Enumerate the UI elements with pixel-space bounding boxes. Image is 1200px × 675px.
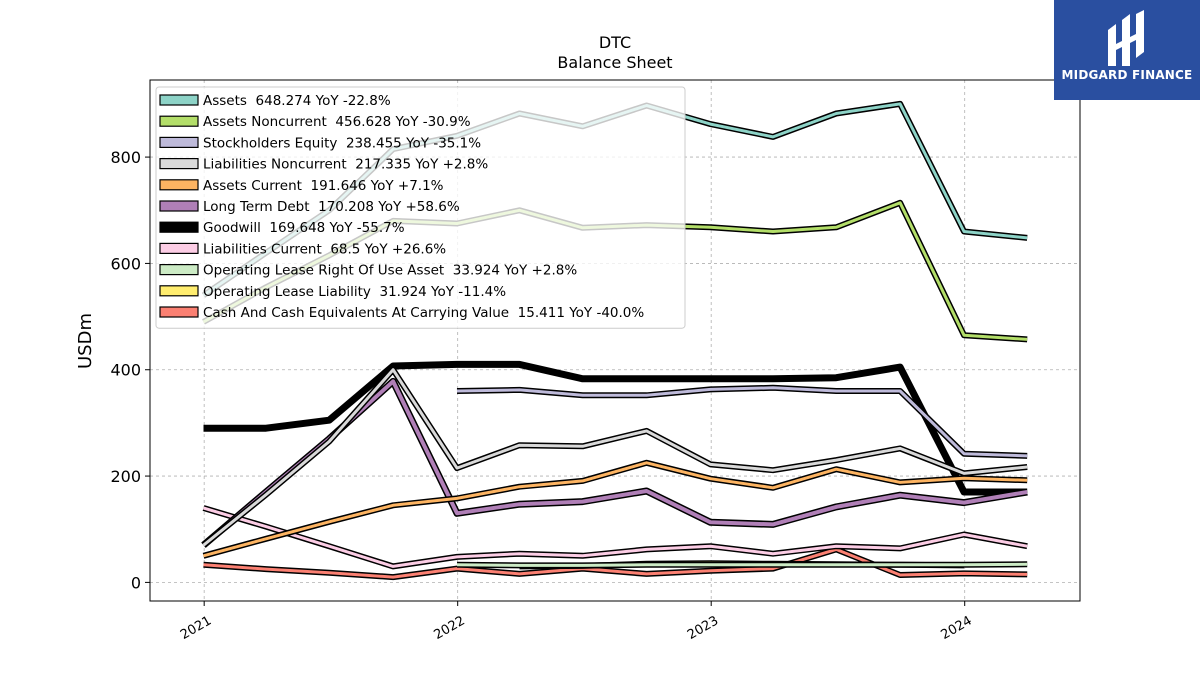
legend: Assets 648.274 YoY -22.8% Assets Noncurre… <box>155 86 686 329</box>
legend-entry: Assets Noncurrent 456.628 YoY -30.9% <box>203 114 471 130</box>
logo-text: MIDGARD FINANCE <box>1061 68 1193 82</box>
series-line <box>203 506 1028 568</box>
series-line <box>456 386 1028 458</box>
legend-swatch <box>159 264 199 276</box>
legend-box <box>155 86 686 329</box>
legend-swatch <box>159 179 199 191</box>
y-tick-label: 400 <box>110 361 141 380</box>
legend-swatch <box>159 158 199 170</box>
legend-swatch <box>159 94 199 106</box>
legend-entry: Operating Lease Liability 31.924 YoY -11… <box>203 284 506 300</box>
chart-subtitle: Balance Sheet <box>557 53 673 72</box>
legend-swatch <box>159 242 199 254</box>
legend-entry: Operating Lease Right Of Use Asset 33.92… <box>203 263 577 279</box>
chart-title: DTC <box>598 33 632 52</box>
legend-swatch <box>159 221 199 233</box>
legend-entry: Goodwill 169.648 YoY -55.7% <box>203 220 405 236</box>
legend-entry: Liabilities Noncurrent 217.335 YoY +2.8% <box>203 157 488 173</box>
legend-swatch <box>159 115 199 127</box>
legend-swatch <box>159 306 199 318</box>
legend-swatch <box>159 136 199 148</box>
legend-entry: Assets Current 191.646 YoY +7.1% <box>203 178 444 194</box>
x-tick-label: 2023 <box>685 613 721 643</box>
y-axis-label: USDm <box>75 313 96 369</box>
legend-swatch <box>159 285 199 297</box>
legend-entry: Liabilities Current 68.5 YoY +26.6% <box>203 241 446 257</box>
series-line <box>203 547 1028 579</box>
legend-entry: Stockholders Equity 238.455 YoY -35.1% <box>203 135 481 151</box>
axes: 0 200 400 600 800 2021 2022 2023 2024 <box>110 148 974 643</box>
series-line <box>203 461 1028 558</box>
y-tick-label: 200 <box>110 467 141 486</box>
series-line <box>202 368 1028 547</box>
series-line <box>203 360 1028 496</box>
series-line-outline <box>202 505 1028 570</box>
series-line-outline <box>202 459 1028 559</box>
y-tick-label: 800 <box>110 148 141 167</box>
legend-swatch <box>159 200 199 212</box>
x-tick-label: 2021 <box>178 613 214 643</box>
legend-entry: Long Term Debt 170.208 YoY +58.6% <box>203 199 460 215</box>
y-tick-label: 600 <box>110 254 141 273</box>
midgard-finance-logo: MIDGARD FINANCE <box>1054 0 1200 100</box>
midgard-logo-icon <box>1108 10 1144 66</box>
legend-entry: Assets 648.274 YoY -22.8% <box>203 93 391 109</box>
y-tick-label: 0 <box>131 573 141 592</box>
series-line <box>456 562 1028 567</box>
x-tick-label: 2022 <box>432 613 468 643</box>
plot-frame <box>149 79 1081 602</box>
x-tick-label: 2024 <box>939 613 975 643</box>
legend-entry: Cash And Cash Equivalents At Carrying Va… <box>203 305 644 321</box>
